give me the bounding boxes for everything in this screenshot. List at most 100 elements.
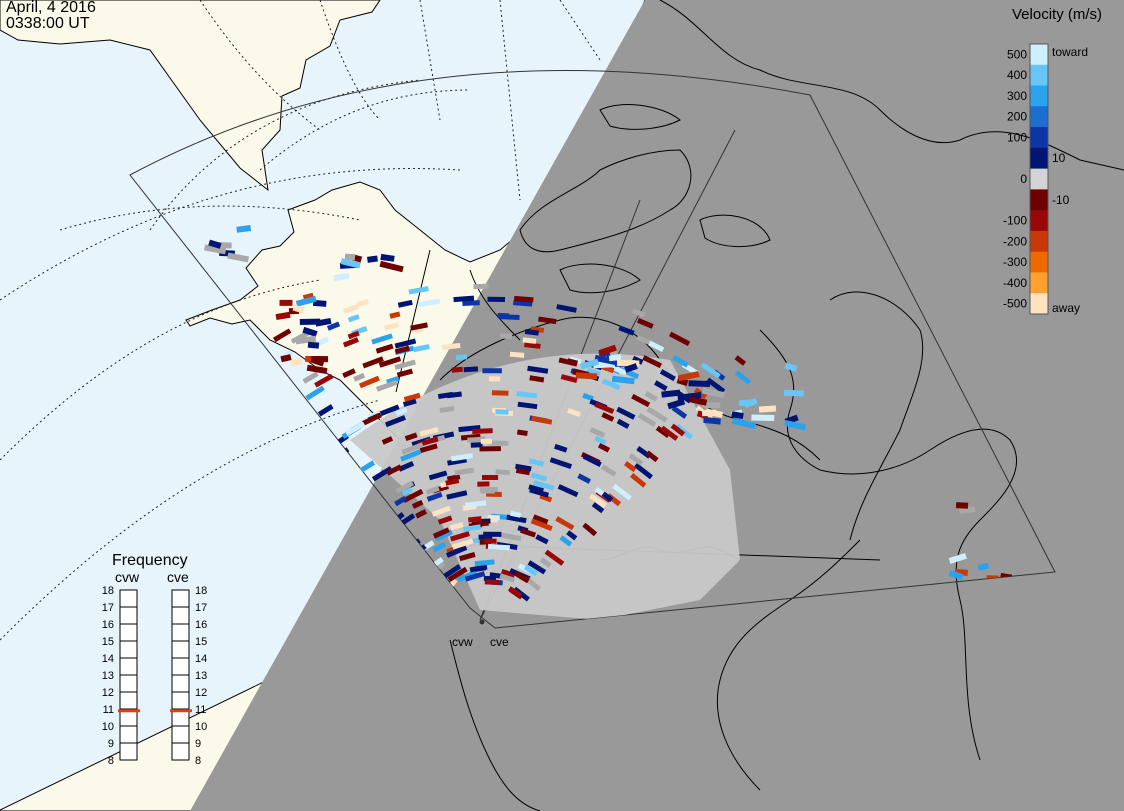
scatter-cell: [425, 485, 440, 495]
scatter-cell: [480, 488, 495, 494]
scatter-cell: [631, 308, 646, 318]
scatter-cell: [447, 566, 468, 582]
colorbar-tick-label: 500: [1007, 47, 1027, 61]
scatter-cell: [347, 330, 360, 340]
scatter-cell: [611, 375, 635, 385]
scatter-cell: [379, 260, 404, 273]
frequency-scale-label: 9: [108, 738, 114, 750]
scatter-cell: [645, 450, 659, 463]
scatter-cell: [612, 483, 632, 501]
radar-site-marker: [479, 619, 485, 625]
frequency-cell: [119, 589, 138, 608]
scatter-cell: [446, 391, 462, 399]
scatter-cell: [659, 369, 676, 382]
date-label: April, 4 2016: [6, 0, 96, 16]
scatter-cell: [347, 314, 360, 323]
scatter-cell: [655, 425, 671, 439]
colorbar-tick-label: -300: [1003, 255, 1027, 269]
scatter-cell: [628, 453, 644, 466]
scatter-cell: [642, 355, 662, 369]
scatter-cell: [314, 373, 334, 388]
scatter-cell: [483, 531, 502, 537]
frequency-cell: [119, 725, 138, 744]
scatter-cell: [515, 463, 532, 472]
scatter-cell: [389, 311, 401, 319]
scatter-cell: [273, 328, 292, 343]
colorbar-segment: [1030, 106, 1048, 128]
scatter-cell: [977, 562, 990, 571]
scatter-cell: [677, 371, 700, 382]
scatter-cell: [446, 545, 468, 558]
colorbar-segment: [1030, 189, 1048, 211]
scatter-cell: [437, 515, 453, 525]
scatter-cell: [457, 569, 478, 583]
scatter-cell: [464, 571, 486, 582]
scatter-cell: [386, 464, 403, 476]
colorbar-segment: [1030, 127, 1048, 149]
scatter-cell: [758, 405, 777, 413]
colorbar-segment: [1030, 85, 1048, 107]
scatter-cell: [555, 516, 575, 531]
frequency-cell: [171, 606, 190, 625]
scatter-cell: [531, 415, 553, 425]
scatter-cell: [524, 341, 541, 349]
scatter-cell: [731, 417, 757, 429]
scatter-cell: [648, 340, 665, 352]
scatter-cell: [333, 272, 350, 282]
colorbar-away-label: away: [1052, 301, 1080, 315]
scatter-cell: [484, 579, 500, 585]
scatter-cell: [275, 311, 291, 321]
scatter-cell: [594, 401, 615, 415]
scatter-cell: [441, 342, 461, 351]
scatter-cell: [591, 502, 605, 514]
scatter-cell: [415, 509, 428, 519]
scatter-cell: [515, 467, 531, 476]
scatter-cell: [432, 542, 447, 553]
scatter-cell: [227, 252, 250, 263]
frequency-cell: [171, 725, 190, 744]
scatter-cell: [495, 469, 510, 476]
scatter-cell: [513, 570, 530, 583]
scatter-cell: [566, 530, 578, 541]
scatter-cell: [470, 442, 483, 448]
scatter-cell: [375, 343, 394, 354]
scatter-cell: [401, 442, 424, 455]
scatter-cell: [356, 298, 369, 308]
scatter-cell: [342, 337, 359, 348]
scatter-cell: [509, 351, 525, 358]
scatter-cell: [482, 368, 502, 374]
frequency-scale-label: 18: [195, 585, 207, 597]
scatter-cell: [516, 429, 528, 436]
scatter-cell: [394, 338, 417, 349]
scatter-cell: [279, 299, 293, 306]
scatter-cell: [703, 416, 721, 425]
scatter-cell: [514, 295, 534, 303]
colorbar-tick-label: 200: [1007, 110, 1027, 124]
scatter-cell: [670, 423, 686, 437]
scatter-cell: [549, 457, 573, 470]
scatter-cell: [404, 432, 418, 441]
scatter-cell: [462, 524, 482, 532]
colorbar-segment: [1030, 210, 1048, 232]
scatter-cell: [344, 253, 356, 261]
scatter-cell: [445, 478, 460, 486]
scatter-cell: [426, 491, 443, 502]
scatter-cell: [538, 316, 557, 325]
scatter-cell: [462, 300, 480, 306]
scatter-cell: [395, 480, 414, 494]
scatter-cell: [446, 490, 468, 500]
frequency-radar-cve: cve: [167, 569, 189, 585]
scatter-cell: [472, 428, 493, 434]
scatter-cell: [464, 500, 487, 508]
scatter-cell: [487, 543, 511, 551]
scatter-cell: [410, 322, 428, 331]
scatter-cell: [618, 325, 635, 336]
scatter-cell: [469, 564, 488, 573]
scatter-cell: [497, 312, 510, 319]
colorbar-tick-label: 0: [1020, 172, 1027, 186]
scatter-cell: [500, 569, 516, 578]
scatter-cell: [579, 358, 600, 370]
scatter-cell: [302, 371, 319, 384]
scatter-cell: [582, 454, 602, 467]
scatter-cell: [398, 461, 415, 472]
